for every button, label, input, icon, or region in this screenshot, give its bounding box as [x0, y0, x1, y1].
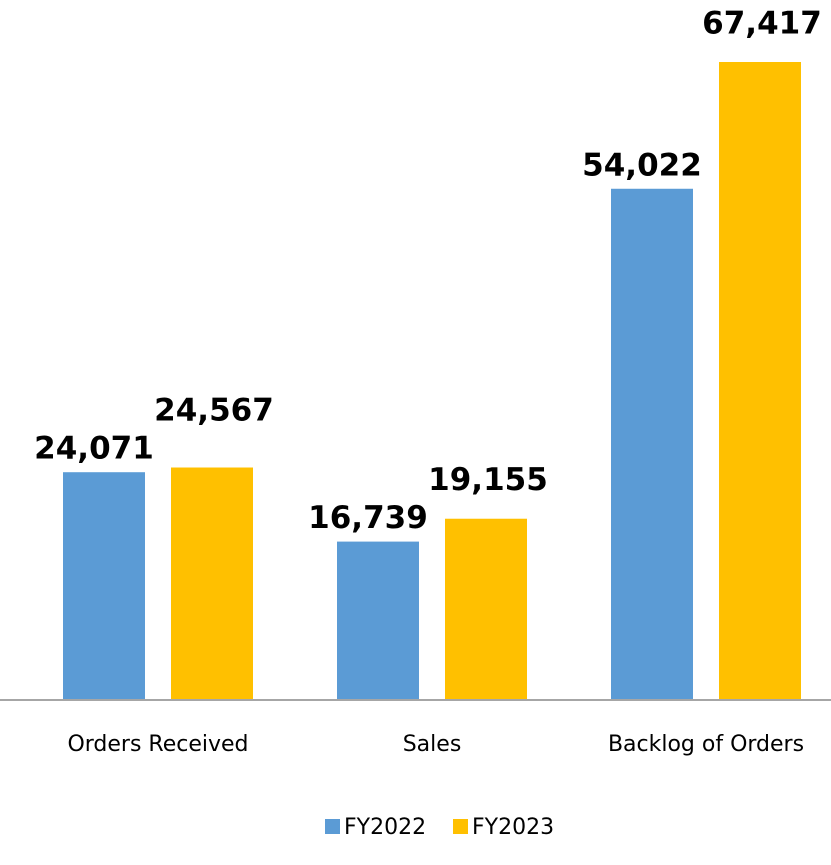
x-tick-label: Orders Received — [67, 732, 248, 757]
data-label: 67,417 — [702, 6, 822, 42]
legend-swatch — [453, 819, 468, 834]
bar — [337, 541, 419, 700]
data-label: 24,567 — [154, 393, 274, 429]
bar — [719, 62, 801, 700]
legend-swatch — [325, 819, 340, 834]
bar — [171, 467, 253, 700]
data-label: 16,739 — [308, 500, 428, 536]
x-tick-label: Sales — [403, 732, 462, 757]
data-label: 24,071 — [34, 431, 154, 467]
x-tick-label: Backlog of Orders — [608, 732, 804, 757]
bar — [445, 518, 527, 700]
bar — [611, 188, 693, 700]
bar — [63, 472, 145, 700]
legend-label: FY2023 — [472, 815, 554, 840]
data-label: 54,022 — [582, 147, 702, 183]
data-label: 19,155 — [428, 462, 548, 498]
legend-label: FY2022 — [344, 815, 426, 840]
